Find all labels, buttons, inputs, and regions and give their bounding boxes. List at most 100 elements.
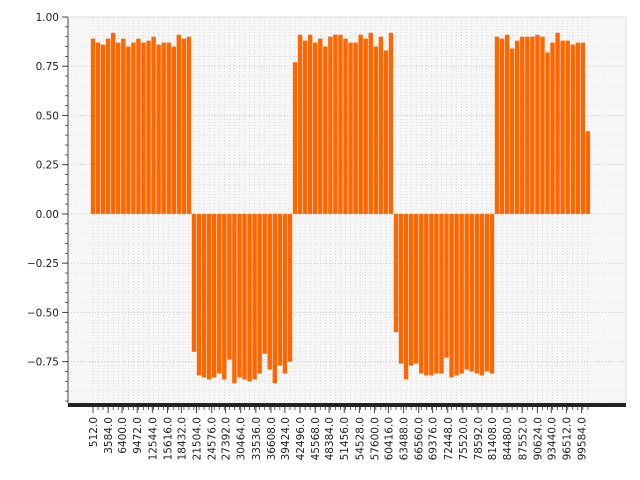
bar [323, 46, 328, 214]
bar [121, 38, 126, 214]
bar [408, 213, 414, 366]
x-tick-label: 84480.0 [502, 417, 514, 460]
bar [444, 213, 449, 358]
x-tick-label: 12544.0 [147, 417, 159, 460]
bar [585, 131, 591, 214]
x-tick-label: 9472.0 [132, 417, 144, 454]
y-tick-label: −0.75 [27, 357, 59, 369]
bar [504, 34, 510, 214]
bar [545, 52, 550, 214]
x-tick-label: 24576.0 [207, 417, 219, 460]
y-tick-label: 0.50 [36, 110, 59, 122]
bar [353, 42, 358, 214]
bar [297, 34, 303, 214]
bar [535, 34, 540, 214]
bar [459, 213, 464, 374]
x-tick-label: 48384.0 [324, 417, 336, 460]
bar [247, 213, 252, 382]
bar [403, 213, 409, 380]
bar [429, 213, 434, 376]
y-axis-ticks: 1.00 0.75 0.50 0.25 0.00 −0.25 −0.50 −0.75 [27, 12, 68, 402]
x-tick-label: 72448.0 [443, 417, 455, 460]
x-tick-label: 78592.0 [473, 417, 485, 460]
bar [474, 213, 479, 374]
x-tick-label: 512.0 [88, 417, 100, 447]
bar [414, 213, 419, 364]
bar [151, 36, 156, 214]
bar [378, 36, 384, 214]
bar [454, 213, 459, 376]
bar [550, 42, 555, 214]
x-tick-label: 60416.0 [383, 417, 395, 460]
bar [358, 34, 363, 214]
bar [393, 213, 399, 333]
bar [242, 213, 247, 380]
y-tick-label: 0.75 [36, 61, 59, 73]
bar [227, 213, 232, 360]
y-tick-label: −0.50 [27, 307, 59, 319]
y-tick-label: 1.00 [36, 12, 59, 24]
bar [181, 38, 187, 214]
bar [338, 34, 343, 214]
bar [277, 213, 283, 366]
x-tick-label: 21504.0 [192, 417, 204, 460]
x-tick-label: 63488.0 [399, 417, 411, 460]
bar [449, 213, 454, 378]
bar [419, 213, 424, 374]
x-tick-label: 81408.0 [487, 417, 499, 460]
bar [328, 36, 333, 214]
bar [484, 213, 490, 372]
bar [540, 36, 545, 214]
bar [126, 46, 131, 214]
x-tick-label: 90624.0 [532, 417, 544, 460]
bar [383, 50, 389, 214]
bar [90, 38, 96, 214]
bar [525, 36, 530, 214]
bar [509, 48, 515, 214]
bar [95, 42, 101, 214]
bar [373, 46, 378, 214]
x-tick-label: 75520.0 [458, 417, 470, 460]
bar [252, 213, 257, 380]
bar [499, 38, 505, 214]
bar [237, 213, 242, 378]
bar [368, 32, 373, 214]
bar [267, 213, 272, 370]
x-tick-label: 42496.0 [295, 417, 307, 460]
bar [217, 213, 222, 374]
bar [313, 42, 318, 214]
bar [439, 213, 444, 374]
x-tick-label: 69376.0 [428, 417, 440, 460]
bar [116, 42, 121, 214]
bar [434, 213, 439, 374]
bar [100, 44, 106, 214]
bar [287, 213, 293, 362]
bar [424, 213, 429, 376]
x-tick-label: 99584.0 [577, 417, 589, 460]
x-tick-label: 30464.0 [236, 417, 248, 460]
bar [282, 213, 288, 374]
bar [489, 213, 495, 374]
x-tick-label: 39424.0 [280, 417, 292, 460]
x-tick-label: 45568.0 [310, 417, 322, 460]
bar [469, 213, 474, 372]
bar [191, 213, 197, 352]
bar [262, 213, 267, 354]
bar [176, 34, 182, 214]
axes [67, 16, 627, 407]
bar [479, 213, 485, 376]
x-tick-label: 33536.0 [251, 417, 263, 460]
x-tick-label: 6400.0 [117, 417, 129, 454]
x-tick-label: 27392.0 [221, 417, 233, 460]
x-tick-label: 54528.0 [354, 417, 366, 460]
bar [171, 46, 176, 214]
bar [141, 42, 146, 214]
bar [105, 38, 111, 214]
x-tick-label: 18432.0 [176, 417, 188, 460]
bar [575, 42, 580, 214]
x-tick-label: 96512.0 [561, 417, 573, 460]
x-axis-ticks: 512.0 3584.0 6400.0 9472.0 12544.0 15616.0 184… [88, 407, 589, 460]
bar [333, 34, 338, 214]
y-tick-label: 0.00 [36, 209, 59, 221]
